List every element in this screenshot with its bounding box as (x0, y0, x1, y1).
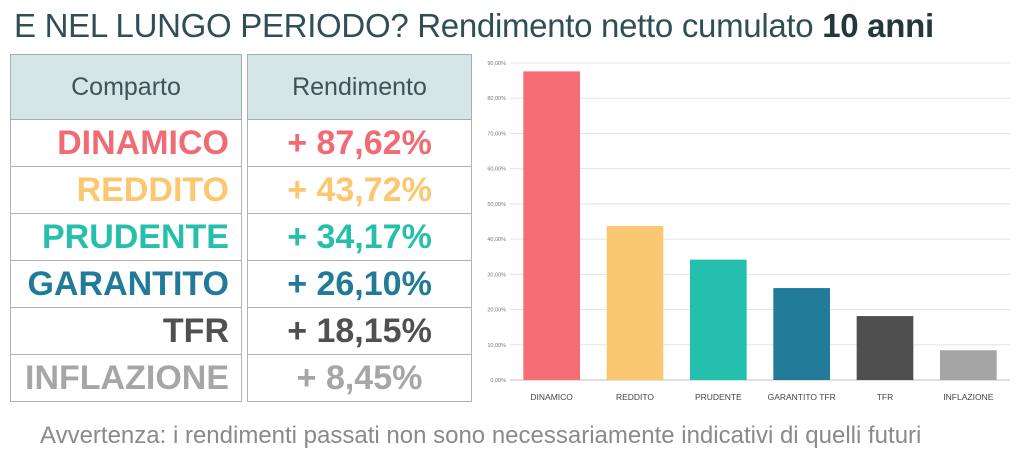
bar-chart-svg: 0,00% 10,00% 20,00% 30,00% 40,00% 50,00% 60,00… (487, 61, 1010, 402)
x-tick-label: GARANTITO TFR (768, 392, 836, 402)
y-tick-label: 30,00% (487, 272, 506, 278)
y-tick-label: 80,00% (487, 96, 506, 102)
bar (606, 226, 664, 380)
rendimento-cell: + 87,62% (247, 120, 472, 167)
comparto-header: Comparto (10, 54, 242, 120)
x-tick-label: PRUDENTE (695, 392, 742, 402)
y-tick-label: 50,00% (487, 202, 506, 208)
bar (856, 316, 914, 380)
comparto-cell: DINAMICO (10, 120, 242, 167)
rendimento-cell: + 26,10% (247, 261, 472, 308)
x-tick-label: REDDITO (616, 392, 654, 402)
rendimento-cell: + 8,45% (247, 355, 472, 402)
x-tick-label: DINAMICO (530, 392, 573, 402)
bar (773, 288, 830, 380)
x-tick-label: TFR (877, 392, 894, 402)
rendimento-cell: + 18,15% (247, 308, 472, 355)
comparto-cell: TFR (10, 308, 242, 355)
comparto-cell: REDDITO (10, 167, 242, 214)
disclaimer-note: Avvertenza: i rendimenti passati non son… (40, 422, 922, 449)
rendimento-cell: + 43,72% (247, 167, 472, 214)
y-tick-label: 0,00% (490, 378, 506, 384)
rendimento-header: Rendimento (247, 54, 472, 120)
x-tick-label: INFLAZIONE (943, 392, 993, 402)
y-tick-label: 10,00% (487, 343, 506, 349)
bar (940, 350, 997, 380)
page-title: E NEL LUNGO PERIODO? Rendimento netto cu… (14, 6, 1014, 46)
y-tick-label: 20,00% (487, 308, 506, 314)
y-tick-label: 40,00% (487, 237, 506, 243)
rendimento-cell: + 34,17% (247, 214, 472, 261)
bar-chart: 0,00% 10,00% 20,00% 30,00% 40,00% 50,00% 60,00… (478, 52, 1018, 412)
y-tick-label: 70,00% (487, 131, 506, 137)
title-main: E NEL LUNGO PERIODO? Rendimento netto cu… (14, 7, 823, 44)
title-bold: 10 anni (822, 7, 934, 44)
bar (690, 259, 747, 380)
comparto-cell: GARANTITO (10, 261, 242, 308)
comparto-cell: INFLAZIONE (10, 355, 242, 402)
y-tick-label: 60,00% (487, 167, 506, 173)
y-tick-label: 90,00% (487, 61, 506, 67)
rendimento-column: Rendimento + 87,62% + 43,72% + 34,17% + … (247, 54, 472, 402)
comparto-column: Comparto DINAMICO REDDITO PRUDENTE GARAN… (10, 54, 242, 402)
bar (523, 71, 580, 381)
comparto-cell: PRUDENTE (10, 214, 242, 261)
